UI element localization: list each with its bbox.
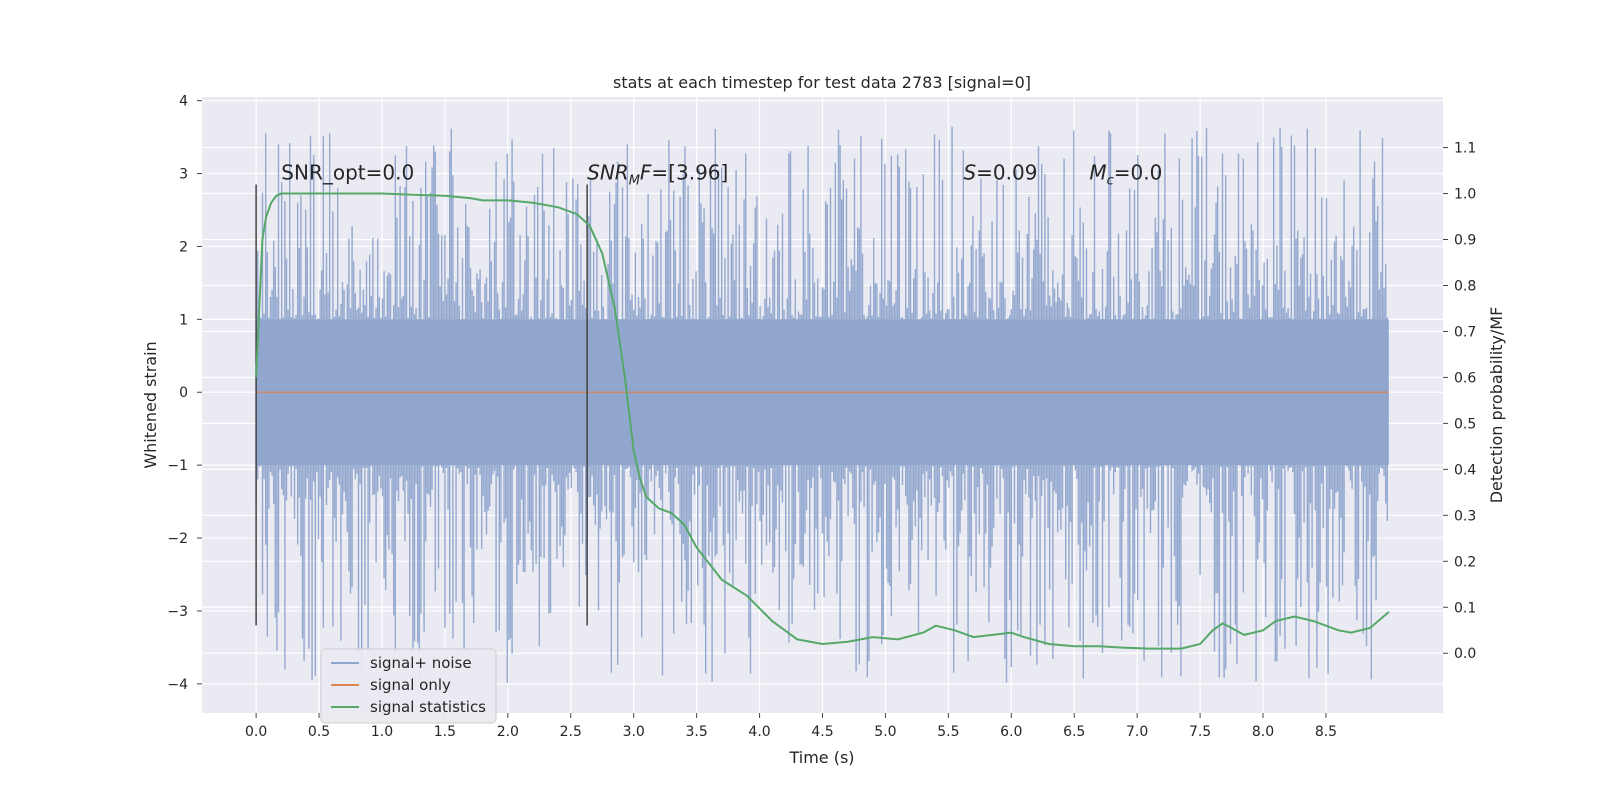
y2-tick-label: 1.1	[1454, 141, 1476, 157]
annotation-part: F	[640, 161, 652, 185]
legend-label-signal-noise: signal+ noise	[370, 654, 472, 672]
y-tick-label: −4	[167, 677, 188, 693]
x-tick-label: 0.0	[245, 724, 267, 740]
annotation-part: =0.09	[976, 161, 1037, 185]
y2-axis-label: Detection probability/MF	[1487, 307, 1506, 504]
x-tick-label: 7.5	[1189, 724, 1211, 740]
legend-label-signal-statistics: signal statistics	[370, 698, 486, 716]
x-axis-ticks: 0.0 0.5 1.0 1.5 2.0 2.5 3.0 3.5 4.0 4.5 5.0 5.5 6.0 6…	[245, 713, 1337, 740]
y2-tick-label: 0.5	[1454, 416, 1476, 432]
annotations: SNR_opt=0.0 SNRMF=[3.96] S=0.09 Mc=0.0	[281, 161, 1162, 189]
y2-tick-label: 0.0	[1454, 646, 1476, 662]
x-tick-label: 5.0	[874, 724, 896, 740]
x-tick-label: 1.0	[371, 724, 393, 740]
y-tick-label: −1	[167, 458, 188, 474]
x-tick-label: 4.0	[748, 724, 770, 740]
x-tick-label: 1.5	[434, 724, 456, 740]
y2-tick-label: 0.6	[1454, 370, 1476, 386]
x-axis-label: Time (s)	[788, 748, 854, 767]
x-tick-label: 3.0	[623, 724, 645, 740]
y2-tick-label: 0.7	[1454, 324, 1476, 340]
y2-tick-label: 0.2	[1454, 554, 1476, 570]
annotation-part: SNR	[587, 161, 629, 185]
annotation-mc: Mc=0.0	[1089, 161, 1162, 189]
y-tick-label: −2	[167, 531, 188, 547]
y-tick-label: 0	[179, 385, 188, 401]
legend-box	[320, 648, 497, 724]
series-signal-statistics	[255, 192, 1390, 650]
y2-axis-ticks: 1.1 1.0 0.9 0.8 0.7 0.6 0.5 0.4 0.3 0.2 0.1 0.0	[1443, 141, 1476, 662]
y-tick-label: 4	[179, 94, 188, 110]
signal-statistics-line	[255, 192, 1390, 650]
y2-tick-label: 0.3	[1454, 508, 1476, 524]
x-tick-label: 6.0	[1000, 724, 1022, 740]
x-tick-label: 2.5	[560, 724, 582, 740]
y2-tick-label: 0.8	[1454, 278, 1476, 294]
legend-label-signal-only: signal only	[370, 676, 451, 694]
vertical-markers	[255, 184, 588, 626]
annotation-snr_mf: SNRMF=[3.96]	[587, 161, 728, 189]
chart-title: stats at each timestep for test data 278…	[613, 73, 1031, 92]
annotation-snr_opt: SNR_opt=0.0	[281, 161, 414, 185]
x-tick-label: 3.5	[686, 724, 708, 740]
legend: signal+ noise signal only signal statist…	[320, 648, 497, 724]
x-tick-label: 8.5	[1315, 724, 1337, 740]
y2-tick-label: 0.9	[1454, 233, 1476, 249]
y-tick-label: −3	[167, 604, 188, 620]
x-tick-label: 4.5	[811, 724, 833, 740]
annotation-part: M	[1089, 161, 1106, 185]
y2-tick-label: 0.4	[1454, 462, 1476, 478]
annotation-subscript: c	[1107, 174, 1114, 189]
y2-tick-label: 1.0	[1454, 187, 1476, 203]
annotation-s: S=0.09	[963, 161, 1037, 185]
x-tick-label: 0.5	[308, 724, 330, 740]
x-tick-label: 5.5	[937, 724, 959, 740]
x-tick-label: 6.5	[1063, 724, 1085, 740]
y-tick-label: 1	[179, 312, 188, 328]
y2-tick-label: 0.1	[1454, 600, 1476, 616]
y-tick-label: 2	[179, 239, 188, 255]
annotation-part: =[3.96]	[651, 161, 728, 185]
x-tick-label: 8.0	[1252, 724, 1274, 740]
x-tick-label: 7.0	[1126, 724, 1148, 740]
y-axis-label: Whitened strain	[141, 341, 160, 468]
x-tick-label: 2.0	[497, 724, 519, 740]
annotation-subscript: M	[629, 174, 640, 189]
annotation-part: S	[963, 161, 976, 185]
y-tick-label: 3	[179, 167, 188, 183]
annotation-part: =0.0	[1114, 161, 1163, 185]
y-axis-ticks: 4 3 2 1 0 −1 −2 −3 −4	[167, 94, 202, 693]
